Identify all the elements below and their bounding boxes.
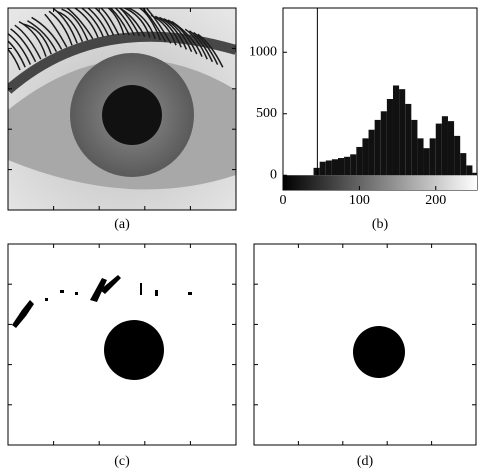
bar bbox=[386, 99, 393, 176]
eyelash bbox=[8, 48, 21, 71]
eyelash bbox=[23, 23, 52, 55]
eyelash bbox=[80, 8, 104, 37]
bar bbox=[313, 167, 320, 176]
bar bbox=[392, 85, 400, 176]
bar bbox=[460, 153, 467, 176]
eyelash bbox=[193, 31, 219, 65]
threshold-image bbox=[12, 275, 192, 380]
eyelash bbox=[109, 8, 130, 36]
bar bbox=[374, 119, 381, 176]
eyelash bbox=[197, 33, 224, 68]
eyelash bbox=[159, 16, 188, 50]
panel-label: (c) bbox=[114, 454, 130, 469]
panel-frame bbox=[7, 7, 237, 211]
bar bbox=[337, 158, 345, 176]
eyelash bbox=[14, 24, 42, 60]
eyelash bbox=[86, 8, 110, 37]
bar bbox=[380, 111, 387, 176]
colorbar bbox=[283, 175, 477, 190]
eyelash bbox=[8, 40, 26, 68]
eyelash bbox=[31, 16, 63, 50]
y-tick-label: 0 bbox=[270, 167, 277, 182]
eyelash bbox=[73, 8, 99, 38]
eyelash bbox=[18, 20, 47, 57]
eyelash bbox=[52, 8, 78, 44]
panel-label: (a) bbox=[114, 217, 130, 232]
bar bbox=[319, 161, 326, 176]
x-tick-label: 200 bbox=[425, 193, 446, 208]
bar bbox=[368, 129, 375, 176]
eyelash bbox=[167, 19, 198, 55]
bar bbox=[362, 138, 369, 176]
x-tick-label: 0 bbox=[280, 193, 287, 208]
eyelash bbox=[27, 20, 58, 53]
eyelash bbox=[44, 13, 68, 48]
eyelash bbox=[119, 8, 141, 37]
eyelash bbox=[99, 8, 120, 36]
eyelash bbox=[66, 8, 94, 40]
bar bbox=[429, 138, 436, 176]
eyelash bbox=[10, 28, 37, 63]
eye-image bbox=[8, 8, 236, 210]
y-tick-label: 500 bbox=[256, 106, 277, 121]
eyelash bbox=[61, 8, 89, 41]
bar bbox=[399, 89, 406, 176]
bar bbox=[423, 148, 430, 176]
eyelash bbox=[8, 32, 32, 65]
bar bbox=[447, 121, 455, 176]
eyelash bbox=[138, 8, 162, 41]
eyelash bbox=[150, 14, 177, 46]
panel-label: (b) bbox=[372, 217, 389, 232]
eyelash bbox=[184, 28, 208, 60]
bar bbox=[411, 119, 418, 176]
y-tick-label: 1000 bbox=[249, 44, 277, 59]
eyelash bbox=[163, 18, 193, 53]
eyelash bbox=[107, 8, 125, 36]
eyelash bbox=[154, 15, 182, 48]
eyelash bbox=[57, 10, 84, 42]
bar bbox=[435, 123, 442, 176]
eyelash bbox=[114, 8, 136, 36]
eyelash bbox=[48, 10, 73, 46]
eyelash bbox=[146, 8, 172, 44]
bar bbox=[466, 165, 473, 176]
eyelash bbox=[188, 30, 214, 63]
bar bbox=[417, 138, 424, 176]
bar bbox=[454, 135, 461, 176]
bar bbox=[350, 154, 357, 176]
bar bbox=[325, 160, 332, 176]
bar bbox=[472, 172, 477, 176]
bar bbox=[405, 103, 412, 176]
x-tick-label: 100 bbox=[349, 193, 370, 208]
eyelash bbox=[171, 20, 203, 57]
pupil bbox=[353, 326, 405, 378]
bar bbox=[441, 116, 448, 176]
bar bbox=[331, 159, 338, 176]
panel-label: (d) bbox=[357, 454, 374, 469]
bar bbox=[344, 156, 351, 176]
eyelash bbox=[94, 8, 115, 36]
bar bbox=[356, 146, 363, 176]
